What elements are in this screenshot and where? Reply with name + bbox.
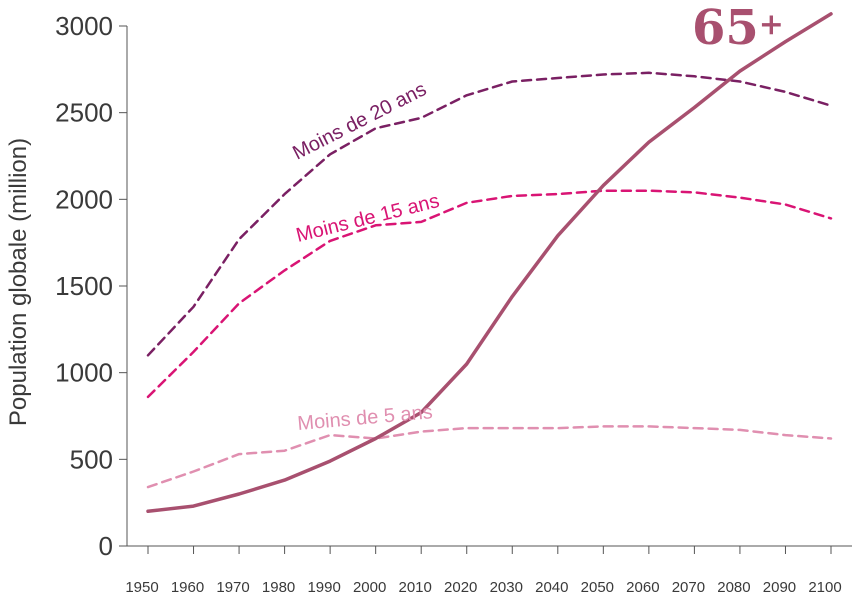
y-tick-label: 2000 — [55, 184, 113, 214]
y-ticks: 0 500 1000 1500 2000 2500 3000 — [55, 11, 127, 561]
label-under-5: Moins de 5 ans — [297, 401, 434, 435]
x-tick-label: 2010 — [399, 579, 432, 596]
series-lines — [146, 12, 833, 514]
x-tick-label: 2060 — [626, 579, 659, 596]
x-tick-label: 1960 — [171, 579, 204, 596]
x-tick-label: 2040 — [535, 579, 568, 596]
series-line-0 — [146, 71, 833, 357]
y-tick-label: 3000 — [55, 11, 113, 41]
x-tick-label: 2100 — [808, 579, 841, 596]
label-65-number: 65 — [692, 0, 759, 56]
x-tick-label: 1950 — [125, 579, 158, 596]
x-tick-label: 2080 — [717, 579, 750, 596]
series-line-1 — [146, 189, 833, 399]
x-tick-label: 2050 — [581, 579, 614, 596]
series-line-2 — [146, 425, 833, 489]
x-tick-label: 2090 — [763, 579, 796, 596]
y-tick-label: 500 — [70, 444, 113, 474]
y-tick-label: 0 — [99, 531, 113, 561]
x-tick-label: 1990 — [307, 579, 340, 596]
x-tick-label: 1980 — [262, 579, 295, 596]
x-tick-label: 2000 — [353, 579, 386, 596]
y-axis-label: Population globale (million) — [5, 138, 32, 426]
y-tick-label: 1500 — [55, 271, 113, 301]
y-tick-label: 2500 — [55, 98, 113, 128]
x-tick-label: 1970 — [216, 579, 249, 596]
label-65-plus-sign: + — [759, 7, 784, 42]
label-under-15: Moins de 15 ans — [294, 190, 442, 247]
axes — [126, 26, 852, 547]
label-65-plus: 65+ — [692, 0, 784, 56]
x-tick-label: 2020 — [444, 579, 477, 596]
series-line-3 — [146, 12, 833, 514]
x-tick-label: 2070 — [672, 579, 705, 596]
x-tick-label: 2030 — [490, 579, 523, 596]
x-ticks: 1950 1960 1970 1980 1990 2000 2010 2020 2030 2040… — [125, 546, 842, 596]
y-tick-label: 1000 — [55, 358, 113, 388]
